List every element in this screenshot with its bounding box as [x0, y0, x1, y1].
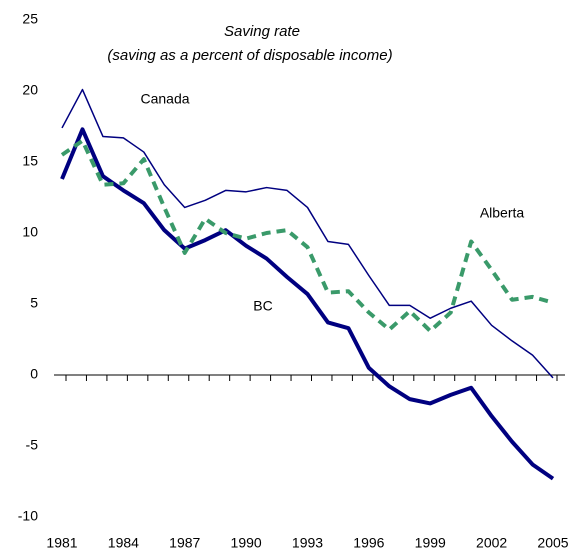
- x-tick-label: 1990: [231, 535, 262, 551]
- y-tick-label: 15: [22, 153, 38, 169]
- x-tick-label: 1984: [108, 535, 139, 551]
- series-label: Canada: [140, 91, 189, 107]
- y-tick-label: 25: [22, 11, 38, 27]
- x-tick-label: 2002: [476, 535, 507, 551]
- y-tick-label: 0: [30, 366, 38, 382]
- x-tick-label: 1993: [292, 535, 323, 551]
- y-tick-label: -10: [18, 508, 38, 524]
- x-tick-label: 1999: [415, 535, 446, 551]
- y-tick-label: 20: [22, 82, 38, 98]
- series-line: [60, 127, 555, 481]
- y-tick-label: 5: [30, 295, 38, 311]
- series-label: Alberta: [480, 205, 525, 221]
- series-line: [60, 138, 554, 333]
- series-label: BC: [253, 298, 272, 314]
- x-tick-label: 2005: [537, 535, 568, 551]
- y-tick-label: 10: [22, 224, 38, 240]
- x-tick-label: 1996: [353, 535, 384, 551]
- x-tick-label: 1987: [169, 535, 200, 551]
- x-tick-label: 1981: [46, 535, 77, 551]
- chart-subtitle: (saving as a percent of disposable incom…: [107, 47, 392, 64]
- chart-title: Saving rate: [224, 23, 300, 40]
- series-line: [61, 88, 554, 379]
- y-tick-label: -5: [26, 437, 39, 453]
